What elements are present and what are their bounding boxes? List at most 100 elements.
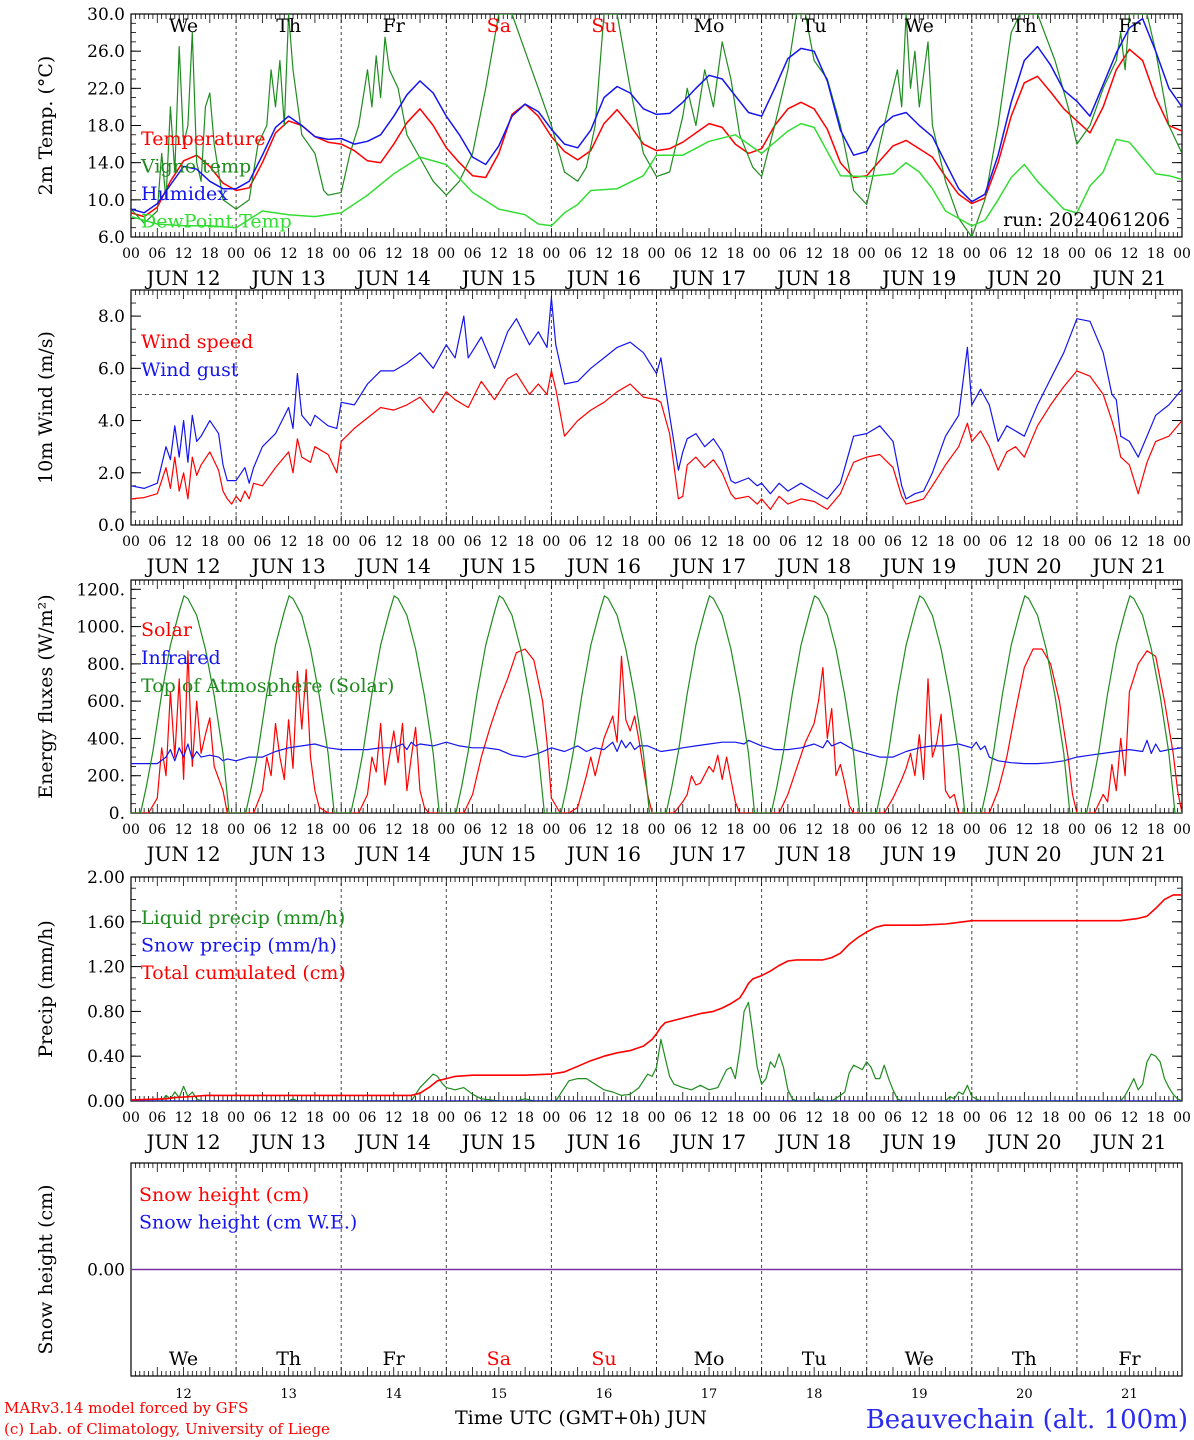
- weekday-label: Th: [276, 15, 301, 37]
- hour-label: 18: [621, 246, 639, 262]
- date-label: JUN 19: [880, 1130, 956, 1154]
- credit-line-2: (c) Lab. of Climatology, University of L…: [4, 1420, 330, 1438]
- hour-label: 00: [753, 822, 771, 838]
- date-label: JUN 16: [565, 554, 641, 578]
- panel-4: 0.00 0.40 0.80 1.20 1.60 2.00 Precip (mm/h) Liq…: [35, 868, 1191, 1154]
- legend-entry: Snow height (cm): [139, 1184, 309, 1206]
- weekday-label: Tu: [802, 15, 827, 37]
- weekday-label: Fr: [383, 15, 406, 37]
- hour-label: 18: [516, 822, 534, 838]
- date-label: JUN 15: [460, 842, 536, 866]
- hour-label: 00: [648, 534, 666, 550]
- series-line-liquid-precip-mm-h: [131, 1001, 1182, 1101]
- hour-label: 06: [569, 534, 587, 550]
- weekday-label: Tu: [802, 1348, 827, 1370]
- hour-label: 00: [542, 246, 560, 262]
- y-tick-label: 2.0: [98, 464, 125, 484]
- hour-label: 00: [227, 822, 245, 838]
- date-label: JUN 19: [880, 266, 956, 290]
- hour-label: 18: [201, 534, 219, 550]
- panel-3: 0. 200. 400. 600. 800. 1000. 1200. Energy fluxe…: [35, 579, 1191, 866]
- hour-label: 18: [832, 1110, 850, 1126]
- hour-label: 18: [1147, 1110, 1165, 1126]
- hour-label: 18: [306, 1110, 324, 1126]
- hour-label: 00: [753, 534, 771, 550]
- hour-label: 18: [411, 1110, 429, 1126]
- y-tick-label: 0.40: [87, 1047, 125, 1067]
- hour-label: 00: [963, 1110, 981, 1126]
- hour-label: 00: [648, 822, 666, 838]
- weekday-label: We: [169, 1348, 198, 1370]
- day-number-label: 16: [596, 1387, 613, 1402]
- hour-label: 00: [1173, 822, 1191, 838]
- hour-label: 12: [910, 534, 928, 550]
- hour-label: 18: [1147, 246, 1165, 262]
- hour-label: 06: [569, 822, 587, 838]
- y-tick-label: 800.: [87, 655, 125, 675]
- weekday-label: We: [905, 1348, 934, 1370]
- hour-label: 06: [253, 246, 271, 262]
- weekday-label: Fr: [1118, 1348, 1141, 1370]
- hour-label: 00: [332, 534, 350, 550]
- y-axis-label: Snow height (cm): [35, 1184, 57, 1354]
- day-number-label: 13: [280, 1387, 297, 1402]
- date-label: JUN 17: [670, 1130, 746, 1154]
- hour-label: 06: [464, 534, 482, 550]
- station-name: Beauvechain (alt. 100m): [866, 1405, 1188, 1435]
- hour-label: 18: [1042, 822, 1060, 838]
- hour-label: 00: [753, 246, 771, 262]
- hour-label: 06: [674, 246, 692, 262]
- hour-label: 00: [1068, 246, 1086, 262]
- hour-label: 00: [963, 246, 981, 262]
- hour-label: 00: [1173, 246, 1191, 262]
- date-label: JUN 21: [1090, 554, 1166, 578]
- hour-label: 06: [884, 534, 902, 550]
- hour-label: 18: [516, 1110, 534, 1126]
- hour-label: 06: [359, 822, 377, 838]
- day-number-label: 12: [175, 1387, 192, 1402]
- hour-label: 00: [332, 822, 350, 838]
- series-line-vigne-temp: [131, 14, 1182, 237]
- series-line-wind-gust: [131, 297, 1182, 500]
- hour-label: 00: [858, 822, 876, 838]
- hour-label: 18: [516, 534, 534, 550]
- hour-label: 18: [937, 246, 955, 262]
- hour-label: 18: [832, 534, 850, 550]
- series-line-humidex: [131, 17, 1182, 214]
- day-number-label: 20: [1016, 1387, 1033, 1402]
- hour-label: 12: [175, 246, 193, 262]
- hour-label: 06: [464, 822, 482, 838]
- hour-label: 12: [805, 822, 823, 838]
- hour-label: 18: [832, 822, 850, 838]
- hour-label: 06: [884, 1110, 902, 1126]
- hour-label: 06: [1094, 534, 1112, 550]
- y-tick-label: 200.: [87, 767, 125, 787]
- date-label: JUN 16: [565, 842, 641, 866]
- series-line-total-cumulated-cm: [131, 894, 1182, 1101]
- hour-label: 00: [122, 1110, 140, 1126]
- y-tick-label: 0.: [109, 804, 125, 824]
- date-label: JUN 16: [565, 266, 641, 290]
- hour-label: 12: [490, 246, 508, 262]
- day-number-label: 19: [911, 1387, 928, 1402]
- y-tick-label: 10.0: [87, 191, 125, 211]
- hour-label: 12: [175, 822, 193, 838]
- hour-label: 18: [201, 246, 219, 262]
- legend-entry: Vigne temp: [140, 156, 251, 178]
- hour-label: 12: [595, 246, 613, 262]
- hour-label: 12: [595, 1110, 613, 1126]
- hour-label: 18: [621, 534, 639, 550]
- y-tick-label: 0.0: [98, 516, 125, 536]
- hour-label: 12: [910, 822, 928, 838]
- hour-label: 06: [253, 534, 271, 550]
- hour-label: 06: [884, 822, 902, 838]
- y-tick-label: 0.00: [87, 1092, 125, 1112]
- hour-label: 12: [700, 822, 718, 838]
- y-tick-label: 1000.: [76, 618, 125, 638]
- date-label: JUN 19: [880, 554, 956, 578]
- hour-label: 12: [805, 534, 823, 550]
- hour-label: 12: [805, 246, 823, 262]
- hour-label: 00: [542, 1110, 560, 1126]
- y-tick-label: 18.0: [87, 117, 125, 137]
- hour-label: 00: [542, 822, 560, 838]
